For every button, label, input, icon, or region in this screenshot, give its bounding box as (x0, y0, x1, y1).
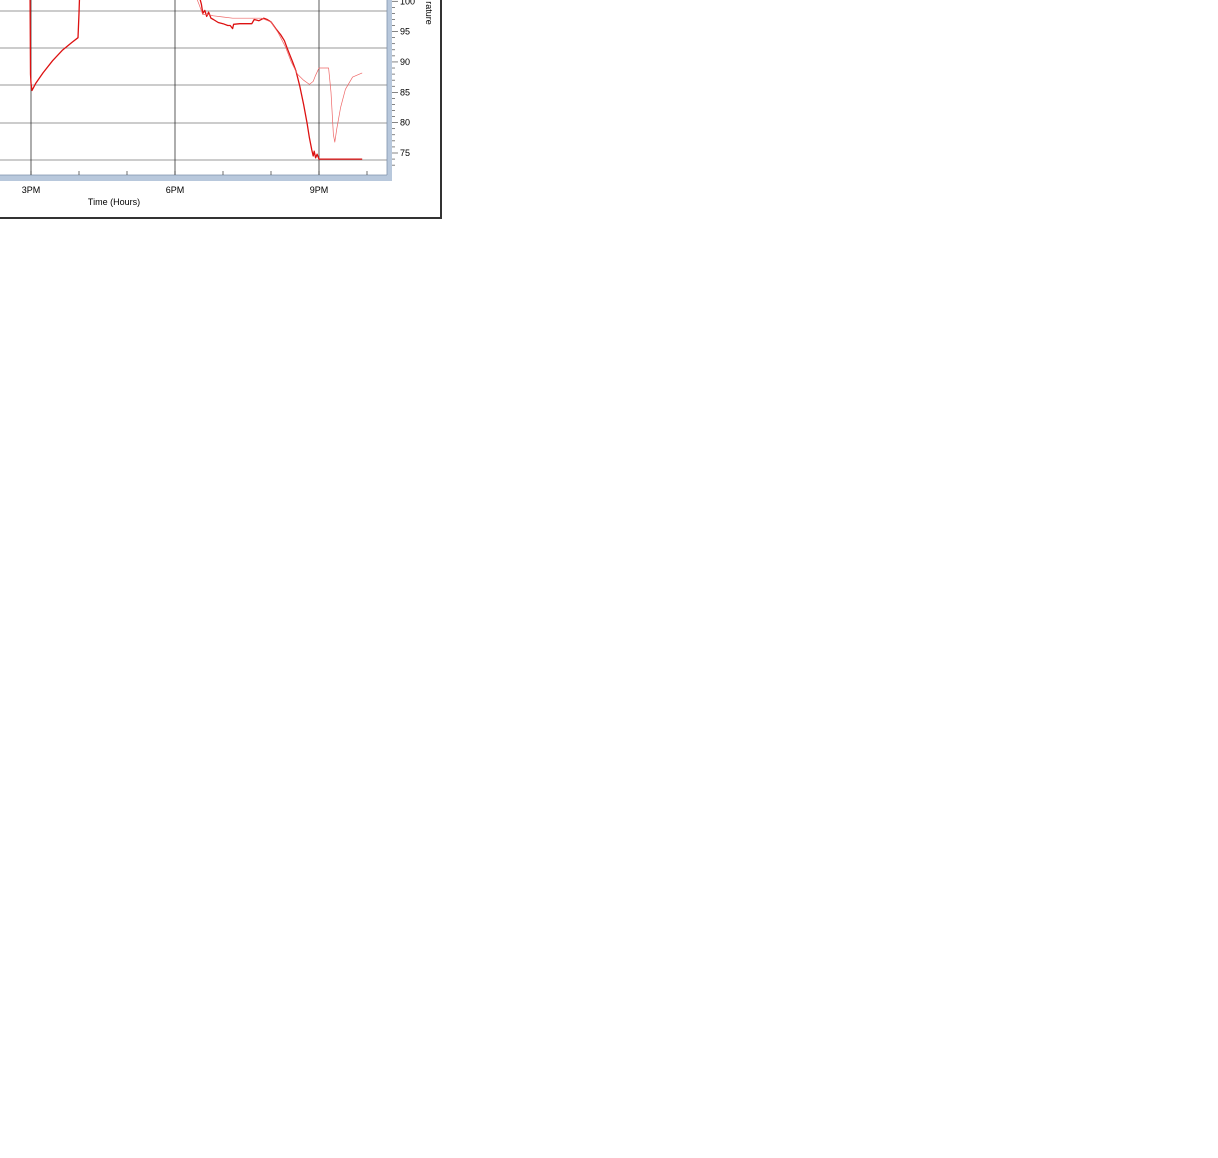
x-tick-label: 3PM (22, 185, 41, 195)
y-axis-band (387, 0, 392, 181)
y-axis-label: rature (424, 1, 434, 25)
series-1-line (29, 0, 363, 160)
y-tick-label: 75 (400, 148, 410, 158)
frame-layer (0, 0, 442, 219)
y-tick-label: 100 (400, 0, 415, 6)
series-2-line (196, 0, 363, 143)
y-tick-label: 80 (400, 118, 410, 128)
series-layer (29, 0, 363, 160)
x-axis-label: Time (Hours) (88, 197, 140, 207)
x-tick-label: 6PM (166, 185, 185, 195)
x-tick-label: 9PM (310, 185, 329, 195)
axis-layer: 3PM 6PM 9PM 100 95 90 85 80 75 (0, 0, 415, 195)
x-axis-band (0, 175, 391, 181)
y-tick-label: 85 (400, 87, 410, 97)
y-tick-label: 90 (400, 57, 410, 67)
y-tick-label: 95 (400, 27, 410, 37)
grid-layer (0, 0, 387, 175)
